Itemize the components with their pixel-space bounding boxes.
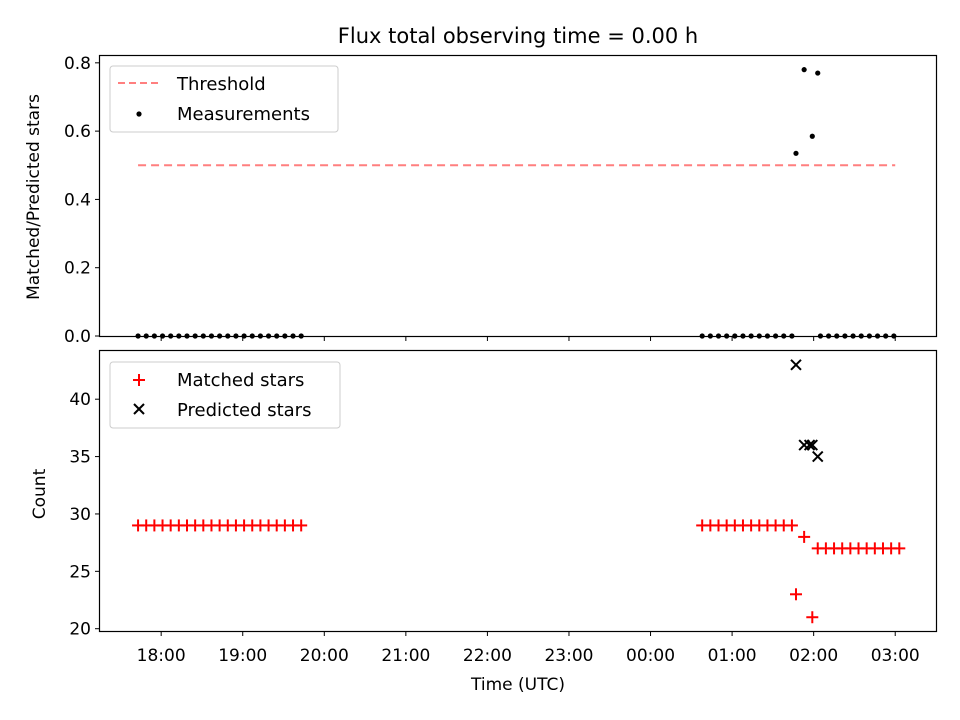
top-y-axis: 0.0 0.2 0.4 0.6 0.8 — [64, 54, 100, 347]
bottom-y-tick-label: 35 — [69, 448, 91, 468]
x-tick-label: 00:00 — [626, 646, 675, 666]
x-tick-label: 23:00 — [544, 646, 593, 666]
top-plot-frame — [98, 54, 938, 338]
measurement-point — [815, 70, 821, 76]
matched-star-point — [789, 588, 802, 601]
legend-predicted-label: Predicted stars — [177, 400, 311, 421]
legend-threshold-label: Threshold — [176, 74, 266, 95]
x-tick-label: 19:00 — [218, 646, 267, 666]
top-y-axis-label: Matched/Predicted stars — [24, 94, 44, 300]
bottom-y-axis: 20 25 30 35 40 — [69, 390, 100, 640]
top-y-tick-label: 0.6 — [64, 122, 91, 142]
legend-matched-swatch — [133, 374, 145, 386]
legend-measurements-label: Measurements — [177, 104, 310, 125]
predicted-star-point — [812, 450, 824, 463]
predicted-star-point — [806, 439, 819, 451]
matched-star-point — [806, 611, 819, 624]
predicted-star-point — [803, 439, 816, 451]
bottom-x-axis: 18:00 19:00 20:00 21:00 22:00 23:00 00:00 01:00… — [137, 631, 920, 666]
bottom-y-tick-label: 40 — [69, 390, 91, 410]
bottom-panel: 20 25 30 35 40 18:00 19:00 20:00 21:00 22:00 23:0… — [30, 349, 938, 695]
top-y-tick-label: 0.8 — [64, 54, 91, 74]
legend-matched-label: Matched stars — [177, 370, 304, 391]
bottom-points-layer — [132, 359, 906, 624]
matched-star-point — [893, 542, 906, 555]
bottom-plot-frame — [98, 349, 938, 633]
x-axis-label: Time (UTC) — [470, 675, 565, 695]
measurement-point — [801, 67, 807, 73]
matched-star-point — [798, 530, 811, 543]
legend-measurements-swatch — [136, 111, 142, 117]
bottom-y-tick-label: 30 — [69, 505, 91, 525]
top-y-tick-label: 0.4 — [64, 190, 91, 210]
matched-star-point — [785, 519, 798, 532]
x-tick-label: 20:00 — [300, 646, 349, 666]
top-legend: Threshold Measurements — [109, 65, 339, 133]
top-y-tick-label: 0.2 — [64, 259, 91, 279]
bottom-y-tick-label: 25 — [69, 562, 91, 582]
chart-title: Flux total observing time = 0.00 h — [338, 24, 698, 48]
x-tick-label: 18:00 — [137, 646, 186, 666]
x-tick-label: 03:00 — [871, 646, 920, 666]
measurement-point — [809, 133, 815, 139]
top-panel: Flux total observing time = 0.00 h 0.00.… — [24, 24, 938, 347]
x-tick-label: 22:00 — [463, 646, 512, 666]
bottom-y-axis-label: Count — [30, 468, 50, 519]
x-tick-label: 21:00 — [381, 646, 430, 666]
x-tick-label: 02:00 — [789, 646, 838, 666]
bottom-legend: Matched stars Predicted stars — [109, 361, 341, 429]
top-legend-box — [109, 65, 339, 133]
predicted-star-point — [790, 359, 802, 371]
matched-star-point — [295, 519, 308, 532]
bottom-legend-box — [109, 361, 341, 429]
top-y-tick-label: 0.0 — [64, 327, 91, 347]
x-tick-label: 01:00 — [708, 646, 757, 666]
legend-predicted-swatch — [133, 403, 145, 415]
measurement-point — [793, 150, 799, 156]
bottom-y-tick-label: 20 — [69, 620, 91, 640]
